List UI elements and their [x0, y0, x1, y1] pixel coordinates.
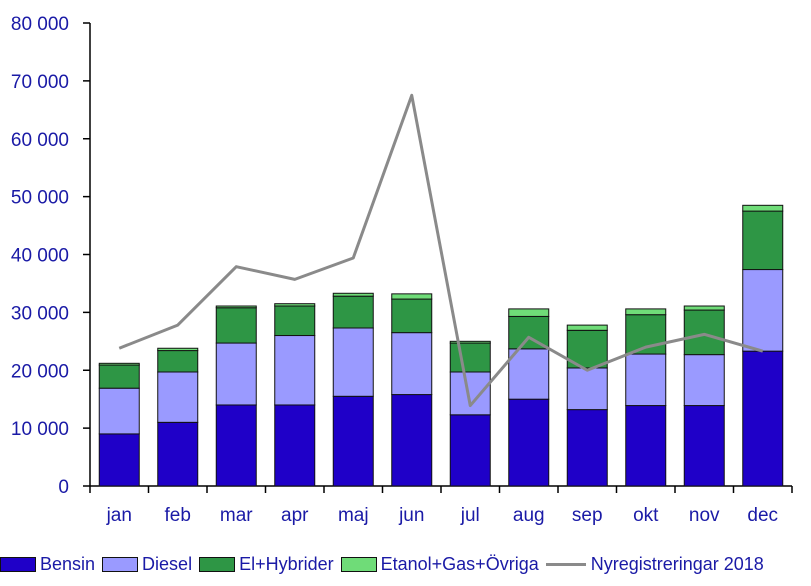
x-tick-label: mar — [220, 505, 253, 526]
bar-segment-etanol-gas-vriga — [742, 204, 784, 212]
bar-segment-etanol-gas-vriga — [332, 292, 374, 297]
bar-segment-etanol-gas-vriga — [391, 293, 433, 300]
x-tick-label: jul — [460, 505, 480, 526]
bar-segment-bensin — [391, 394, 433, 487]
line-path — [118, 93, 764, 408]
legend-swatch — [340, 556, 377, 572]
legend-swatch — [102, 556, 139, 572]
legend-item-etanol-gas-ovriga: Etanol+Gas+Övriga — [340, 553, 539, 575]
bar-segment-etanol-gas-vriga — [683, 305, 725, 311]
x-tick-label: dec — [747, 505, 778, 526]
legend-label: Etanol+Gas+Övriga — [380, 553, 539, 574]
x-tick-label: maj — [338, 505, 369, 526]
bar-segment-el-hybrider — [215, 307, 257, 344]
legend-item-nyregistreringar-2018: Nyregistreringar 2018 — [545, 553, 764, 575]
bar-segment-el-hybrider — [683, 309, 725, 356]
bar-segment-etanol-gas-vriga — [157, 347, 199, 352]
bar-segment-diesel — [215, 342, 257, 406]
bar-segment-el-hybrider — [274, 305, 316, 337]
bar-segment-diesel — [508, 348, 550, 400]
bar-segment-bensin — [742, 350, 784, 487]
bar-segment-etanol-gas-vriga — [625, 308, 667, 316]
x-tick-label: okt — [633, 505, 659, 526]
x-tick-label: apr — [281, 505, 309, 526]
y-tick-label: 0 — [58, 477, 69, 498]
legend-line — [545, 562, 586, 566]
y-tick-label: 10 000 — [11, 419, 69, 440]
bar-segment-bensin — [683, 405, 725, 487]
bar-segment-diesel — [391, 332, 433, 396]
bar-segment-bensin — [157, 421, 199, 487]
y-tick-label: 20 000 — [11, 361, 69, 382]
bar-segment-el-hybrider — [391, 298, 433, 334]
bar-segment-el-hybrider — [742, 210, 784, 271]
legend-swatch — [199, 556, 236, 572]
bar-segment-bensin — [274, 404, 316, 487]
bar-segment-el-hybrider — [332, 295, 374, 329]
bar-segment-diesel — [98, 387, 140, 435]
bar-segment-el-hybrider — [449, 342, 491, 373]
bars — [98, 204, 784, 487]
y-tick-label: 70 000 — [11, 72, 69, 93]
bar-segment-etanol-gas-vriga — [274, 303, 316, 307]
x-tick-label: jun — [398, 505, 424, 526]
x-tick-label: feb — [165, 505, 191, 526]
y-tick-label: 60 000 — [11, 130, 69, 151]
bar-segment-etanol-gas-vriga — [215, 305, 257, 309]
bar-segment-diesel — [566, 367, 608, 411]
bar-segment-diesel — [742, 269, 784, 352]
legend-item-bensin: Bensin — [0, 554, 95, 575]
bar-segment-etanol-gas-vriga — [508, 308, 550, 317]
x-tick-label: jan — [106, 505, 132, 526]
bar-segment-diesel — [157, 371, 199, 423]
bar-segment-etanol-gas-vriga — [449, 340, 491, 344]
x-axis: jan feb mar apr maj jun jul aug sep okt nov dec — [89, 485, 793, 526]
bar-segment-etanol-gas-vriga — [98, 362, 140, 366]
y-tick-label: 40 000 — [11, 246, 69, 267]
bar-segment-diesel — [625, 353, 667, 407]
bar-segment-bensin — [449, 414, 491, 487]
bar-segment-diesel — [274, 335, 316, 406]
legend-label: Nyregistreringar 2018 — [590, 553, 764, 574]
legend-label: El+Hybrider — [239, 553, 334, 574]
bar-segment-etanol-gas-vriga — [566, 324, 608, 331]
x-tick-label: sep — [572, 505, 603, 526]
bar-segment-bensin — [98, 433, 140, 487]
bar-segment-diesel — [683, 354, 725, 407]
legend: Bensin Diesel El+Hybrider Etanol+Gas+Övr… — [0, 549, 811, 579]
y-tick-label: 50 000 — [11, 188, 69, 209]
bar-segment-el-hybrider — [98, 364, 140, 389]
legend-label: Bensin — [40, 553, 96, 574]
bar-segment-bensin — [332, 395, 374, 487]
legend-item-diesel: Diesel — [102, 554, 192, 575]
bar-segment-bensin — [566, 409, 608, 487]
legend-item-el-hybrider: El+Hybrider — [199, 554, 334, 575]
line-series — [118, 93, 764, 408]
y-tick-label: 80 000 — [11, 14, 69, 35]
legend-swatch — [0, 556, 36, 572]
y-tick-label: 30 000 — [11, 303, 69, 324]
bar-segment-bensin — [215, 404, 257, 487]
bar-segment-el-hybrider — [157, 350, 199, 373]
bar-segment-bensin — [625, 405, 667, 487]
bar-segment-diesel — [332, 327, 374, 397]
x-tick-label: nov — [689, 505, 720, 526]
y-axis: 0 10 000 20 000 30 000 40 000 50 000 60 000 70 … — [11, 14, 91, 498]
bar-segment-bensin — [508, 398, 550, 487]
legend-label: Diesel — [142, 553, 193, 574]
bar-segment-diesel — [449, 371, 491, 416]
x-tick-label: aug — [513, 505, 545, 526]
